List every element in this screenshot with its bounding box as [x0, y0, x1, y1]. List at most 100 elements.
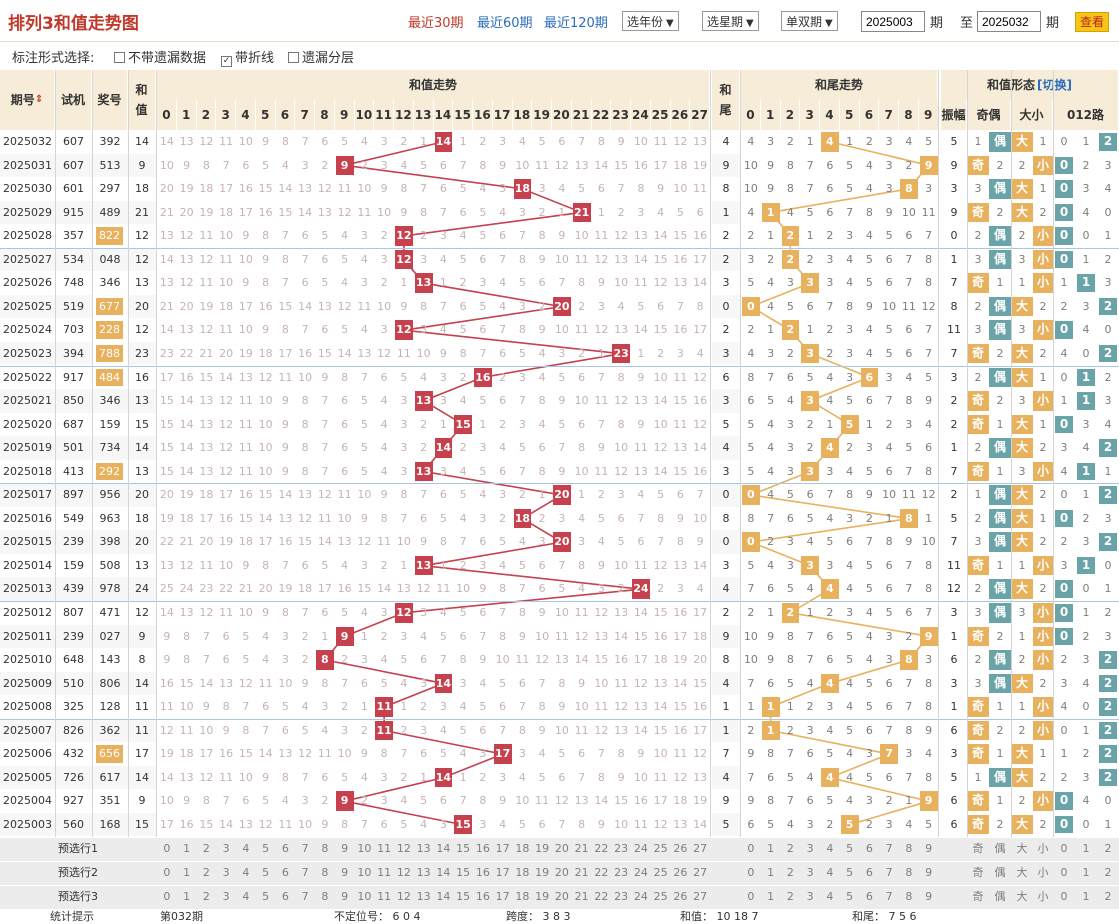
preselect-tail-cell[interactable]: 1	[767, 889, 775, 903]
preselect-sum-cell[interactable]: 4	[242, 841, 250, 855]
preselect-sum-cell[interactable]: 16	[475, 841, 490, 855]
preselect-sum-cell[interactable]: 8	[321, 889, 329, 903]
preselect-sum-cell[interactable]: 27	[693, 889, 708, 903]
preselect-sum-cell[interactable]: 9	[341, 865, 349, 879]
preselect-sum-cell[interactable]: 4	[242, 889, 250, 903]
option-line[interactable]: ✓ 带折线	[221, 47, 274, 67]
preselect-sum-cell[interactable]: 4	[242, 865, 250, 879]
range-60-link[interactable]: 最近60期	[477, 16, 533, 31]
preselect-sum-cell[interactable]: 19	[535, 865, 550, 879]
preselect-sum-cell[interactable]: 15	[456, 841, 471, 855]
preselect-sum-cell[interactable]: 23	[614, 841, 629, 855]
preselect-sum-cell[interactable]: 1	[183, 841, 191, 855]
preselect-form-cell[interactable]: 0	[1060, 865, 1068, 879]
preselect-sum-cell[interactable]: 21	[574, 889, 589, 903]
preselect-sum-cell[interactable]: 1	[183, 865, 191, 879]
issue-header[interactable]: 期号 ⇕	[0, 70, 55, 130]
preselect-form-cell[interactable]: 小	[1037, 841, 1049, 855]
preselect-sum-cell[interactable]: 13	[416, 841, 431, 855]
preselect-tail-cell[interactable]: 7	[885, 841, 893, 855]
preselect-sum-cell[interactable]: 26	[673, 889, 688, 903]
preselect-sum-cell[interactable]: 24	[633, 865, 648, 879]
preselect-form-cell[interactable]: 小	[1037, 889, 1049, 903]
preselect-form-cell[interactable]: 小	[1037, 865, 1049, 879]
preselect-tail-cell[interactable]: 1	[767, 841, 775, 855]
preselect-sum-cell[interactable]: 2	[202, 841, 210, 855]
preselect-sum-cell[interactable]: 9	[341, 841, 349, 855]
preselect-sum-cell[interactable]: 0	[163, 865, 171, 879]
preselect-tail-cell[interactable]: 2	[786, 865, 794, 879]
preselect-sum-cell[interactable]: 16	[475, 865, 490, 879]
year-select[interactable]: 选年份 ▼	[622, 11, 679, 31]
preselect-sum-cell[interactable]: 10	[357, 889, 372, 903]
preselect-tail-cell[interactable]: 6	[865, 841, 873, 855]
preselect-row[interactable]	[0, 836, 1119, 861]
preselect-sum-cell[interactable]: 11	[377, 841, 392, 855]
preselect-tail-cell[interactable]: 3	[806, 865, 814, 879]
preselect-sum-cell[interactable]: 6	[281, 865, 289, 879]
preselect-tail-cell[interactable]: 3	[806, 841, 814, 855]
preselect-tail-cell[interactable]: 8	[905, 865, 913, 879]
preselect-sum-cell[interactable]: 10	[357, 841, 372, 855]
preselect-form-cell[interactable]: 偶	[994, 889, 1006, 903]
preselect-sum-cell[interactable]: 23	[614, 889, 629, 903]
preselect-sum-cell[interactable]: 14	[436, 865, 451, 879]
checkbox-icon[interactable]	[288, 52, 299, 63]
preselect-sum-cell[interactable]: 9	[341, 889, 349, 903]
preselect-sum-cell[interactable]: 25	[653, 865, 668, 879]
preselect-sum-cell[interactable]: 13	[416, 889, 431, 903]
preselect-sum-cell[interactable]: 14	[436, 889, 451, 903]
preselect-sum-cell[interactable]: 6	[281, 841, 289, 855]
preselect-sum-cell[interactable]: 3	[222, 841, 230, 855]
preselect-form-cell[interactable]: 0	[1060, 841, 1068, 855]
checkbox-checked-icon[interactable]: ✓	[221, 56, 232, 67]
preselect-tail-cell[interactable]: 0	[747, 889, 755, 903]
preselect-sum-cell[interactable]: 2	[202, 889, 210, 903]
preselect-sum-cell[interactable]: 18	[515, 889, 530, 903]
preselect-sum-cell[interactable]: 8	[321, 865, 329, 879]
preselect-sum-cell[interactable]: 24	[633, 889, 648, 903]
weekday-select[interactable]: 选星期 ▼	[702, 11, 759, 31]
preselect-sum-cell[interactable]: 12	[396, 841, 411, 855]
preselect-form-cell[interactable]: 1	[1082, 889, 1090, 903]
preselect-row[interactable]	[0, 884, 1119, 909]
preselect-sum-cell[interactable]: 5	[262, 889, 270, 903]
preselect-form-cell[interactable]: 2	[1104, 889, 1112, 903]
preselect-sum-cell[interactable]: 27	[693, 841, 708, 855]
preselect-sum-cell[interactable]: 5	[262, 865, 270, 879]
preselect-tail-cell[interactable]: 5	[846, 889, 854, 903]
preselect-form-cell[interactable]: 0	[1060, 889, 1068, 903]
preselect-tail-cell[interactable]: 2	[786, 889, 794, 903]
preselect-form-cell[interactable]: 奇	[972, 889, 984, 903]
preselect-sum-cell[interactable]: 20	[554, 841, 569, 855]
preselect-form-cell[interactable]: 2	[1104, 841, 1112, 855]
preselect-sum-cell[interactable]: 20	[554, 889, 569, 903]
preselect-sum-cell[interactable]: 19	[535, 841, 550, 855]
period-from-input[interactable]	[861, 11, 925, 32]
preselect-form-cell[interactable]: 偶	[994, 841, 1006, 855]
preselect-sum-cell[interactable]: 20	[554, 865, 569, 879]
preselect-tail-cell[interactable]: 0	[747, 841, 755, 855]
preselect-form-cell[interactable]: 奇	[972, 865, 984, 879]
preselect-sum-cell[interactable]: 22	[594, 865, 609, 879]
preselect-sum-cell[interactable]: 25	[653, 841, 668, 855]
preselect-tail-cell[interactable]: 1	[767, 865, 775, 879]
preselect-tail-cell[interactable]: 5	[846, 865, 854, 879]
preselect-sum-cell[interactable]: 22	[594, 889, 609, 903]
preselect-sum-cell[interactable]: 21	[574, 865, 589, 879]
preselect-row[interactable]	[0, 860, 1119, 885]
preselect-form-cell[interactable]: 大	[1016, 841, 1028, 855]
preselect-sum-cell[interactable]: 3	[222, 889, 230, 903]
preselect-tail-cell[interactable]: 7	[885, 889, 893, 903]
parity-select[interactable]: 单双期 ▼	[781, 11, 838, 31]
preselect-tail-cell[interactable]: 9	[925, 865, 933, 879]
preselect-tail-cell[interactable]: 6	[865, 865, 873, 879]
preselect-sum-cell[interactable]: 1	[183, 889, 191, 903]
preselect-sum-cell[interactable]: 17	[495, 889, 510, 903]
checkbox-icon[interactable]	[114, 52, 125, 63]
preselect-sum-cell[interactable]: 5	[262, 841, 270, 855]
preselect-sum-cell[interactable]: 23	[614, 865, 629, 879]
preselect-form-cell[interactable]: 偶	[994, 865, 1006, 879]
preselect-tail-cell[interactable]: 9	[925, 841, 933, 855]
preselect-sum-cell[interactable]: 10	[357, 865, 372, 879]
